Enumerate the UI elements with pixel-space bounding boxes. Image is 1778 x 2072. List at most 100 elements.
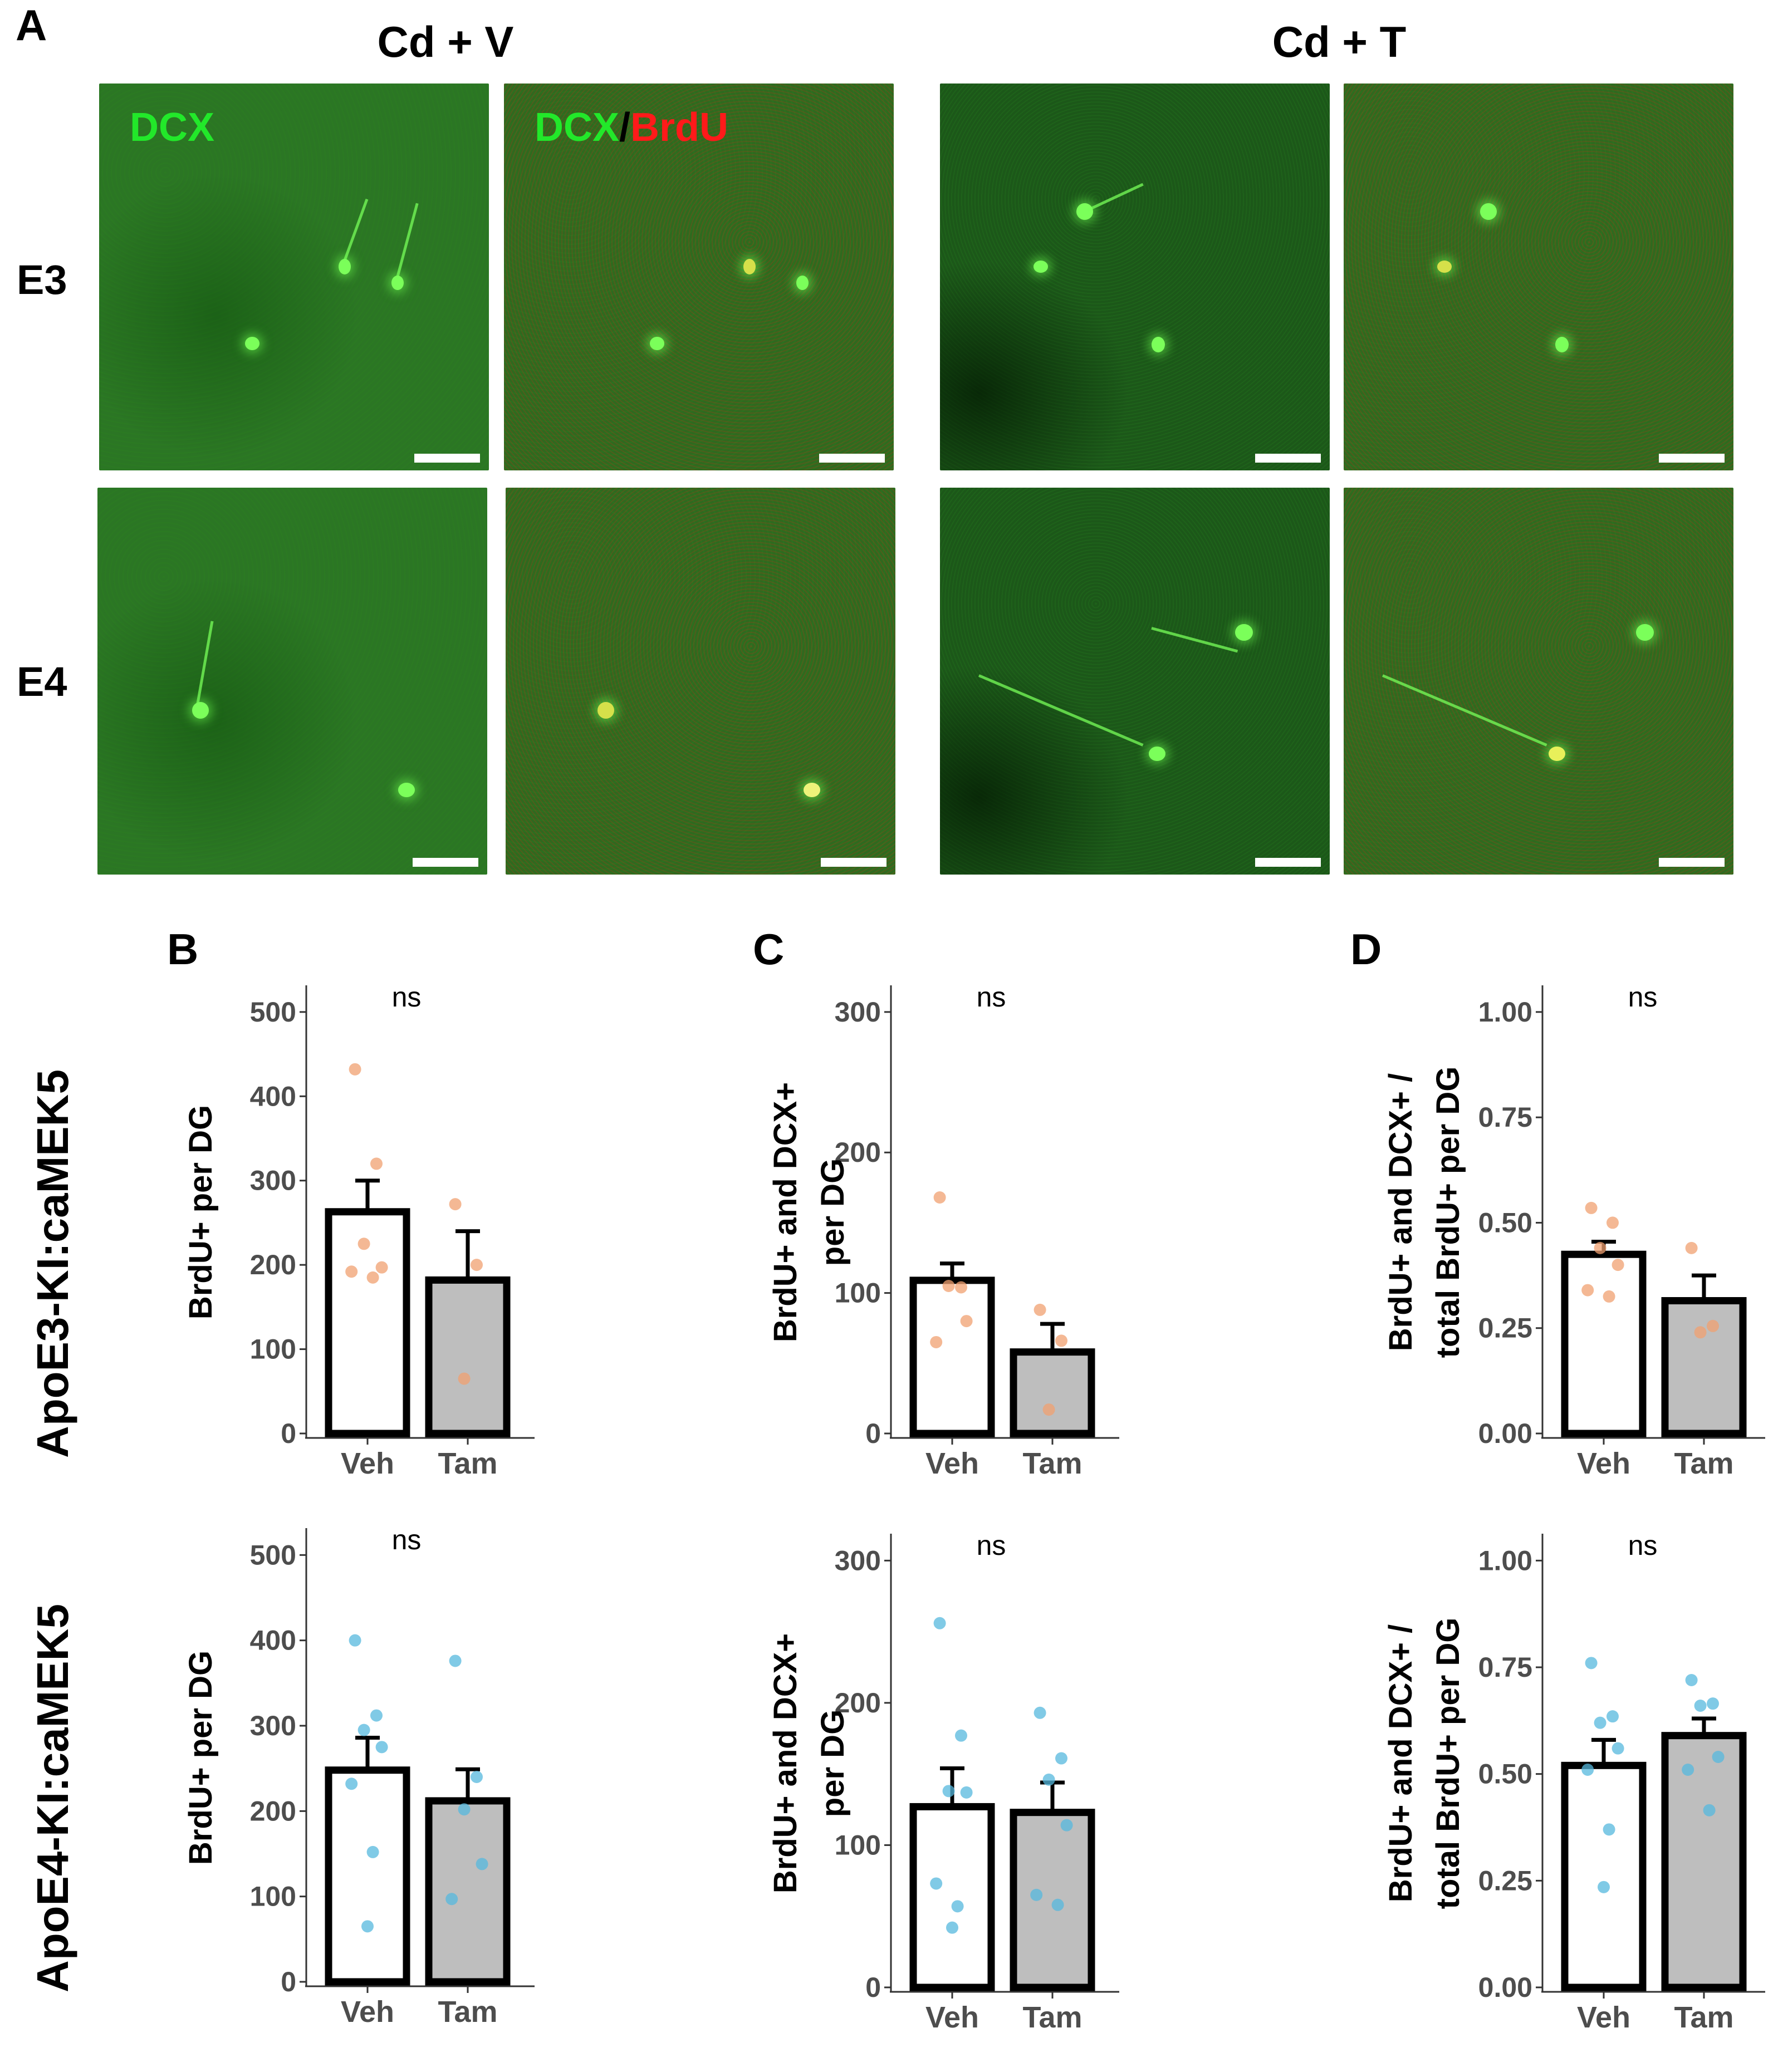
significance-label: ns bbox=[392, 981, 422, 1013]
row-label-e3: E3 bbox=[17, 257, 67, 303]
y-tick-label: 1.00 bbox=[1478, 1545, 1532, 1576]
stain-label-separator: / bbox=[619, 105, 631, 150]
neuron bbox=[597, 702, 614, 719]
significance-label: ns bbox=[1628, 1530, 1658, 1561]
x-tick-label: Tam bbox=[438, 1995, 497, 2029]
y-axis-label: BrdU+ and DCX+ / bbox=[1383, 1624, 1419, 1903]
panel-a-label: A bbox=[16, 1, 47, 50]
micrograph-e3-cdv-dcx: DCX bbox=[99, 84, 489, 470]
data-point bbox=[375, 1261, 388, 1274]
data-point bbox=[366, 1845, 379, 1858]
data-point bbox=[946, 1921, 958, 1934]
data-point bbox=[1612, 1742, 1624, 1755]
data-point bbox=[951, 1900, 964, 1913]
data-point bbox=[1598, 1880, 1610, 1893]
data-point bbox=[1603, 1823, 1615, 1836]
dendrite bbox=[978, 674, 1144, 747]
data-point bbox=[1042, 1773, 1055, 1786]
data-point bbox=[1030, 1888, 1043, 1901]
data-point bbox=[1703, 1804, 1716, 1816]
neuron bbox=[1555, 337, 1569, 352]
genotype-label-e4: ApoE4-KI:caMEK5 bbox=[28, 1604, 77, 1992]
neuron bbox=[1480, 203, 1497, 220]
row-label-e4: E4 bbox=[17, 659, 67, 705]
y-axis-label: per DG bbox=[815, 1158, 851, 1266]
y-tick-label: 500 bbox=[250, 1539, 296, 1570]
y-tick-label: 200 bbox=[250, 1795, 296, 1826]
y-tick-label: 400 bbox=[250, 1625, 296, 1656]
data-point bbox=[942, 1280, 955, 1292]
data-point bbox=[1042, 1403, 1055, 1416]
x-tick-label: Veh bbox=[925, 2001, 979, 2034]
x-tick-label: Tam bbox=[1674, 2001, 1733, 2034]
data-point bbox=[345, 1778, 358, 1790]
panel-b-label: B bbox=[167, 925, 199, 974]
neuron bbox=[1549, 747, 1565, 761]
data-point bbox=[1034, 1706, 1046, 1719]
data-point bbox=[1606, 1710, 1619, 1723]
neuron bbox=[398, 783, 415, 797]
dendrite bbox=[395, 203, 419, 279]
data-point bbox=[955, 1729, 967, 1742]
dendrite bbox=[342, 198, 369, 263]
data-point bbox=[960, 1315, 973, 1328]
data-point bbox=[933, 1191, 946, 1204]
data-point bbox=[449, 1198, 462, 1211]
micrograph-e3-cdt-merge bbox=[1344, 84, 1733, 470]
y-tick-label: 0.25 bbox=[1478, 1865, 1532, 1896]
neuron bbox=[1076, 203, 1093, 220]
y-tick-label: 500 bbox=[250, 996, 296, 1028]
data-point bbox=[1034, 1303, 1046, 1316]
data-point bbox=[357, 1724, 370, 1736]
y-tick-label: 0.25 bbox=[1478, 1313, 1532, 1344]
significance-label: ns bbox=[977, 981, 1006, 1013]
data-point bbox=[1694, 1700, 1707, 1712]
x-tick-label: Veh bbox=[341, 1447, 394, 1480]
scale-bar bbox=[819, 454, 885, 463]
data-point bbox=[930, 1335, 943, 1348]
x-tick-label: Veh bbox=[1577, 1447, 1630, 1480]
y-tick-label: 200 bbox=[835, 1687, 881, 1719]
bar-tam bbox=[1010, 1809, 1095, 1991]
data-point bbox=[458, 1803, 471, 1816]
micrograph-e4-cdt-dcx bbox=[940, 488, 1330, 875]
bar-veh bbox=[909, 1276, 995, 1437]
dendrite bbox=[1086, 183, 1144, 212]
y-tick-label: 100 bbox=[835, 1278, 881, 1309]
x-tick-label: Veh bbox=[1577, 2001, 1630, 2034]
y-tick-label: 0.00 bbox=[1478, 1418, 1532, 1449]
chart-b-bottom: 0 100 200 300 400 500 BrdU+ per DG Veh Tam ns bbox=[183, 1524, 535, 2029]
data-point bbox=[1682, 1764, 1694, 1776]
neuron bbox=[1149, 747, 1165, 761]
data-point bbox=[449, 1654, 462, 1667]
y-tick-label: 0.75 bbox=[1478, 1652, 1532, 1683]
micrograph-e4-cdv-merge bbox=[506, 488, 895, 875]
chart-b-top: 0 100 200 300 400 500 BrdU+ per DG Veh Tam ns bbox=[183, 981, 535, 1480]
data-point bbox=[930, 1877, 943, 1890]
condition-left-title: Cd + V bbox=[377, 17, 514, 66]
y-axis-label: per DG bbox=[815, 1710, 851, 1817]
y-tick-label: 300 bbox=[250, 1710, 296, 1741]
data-point bbox=[370, 1157, 383, 1170]
bar-tam bbox=[425, 1797, 511, 1986]
bar-tam bbox=[1661, 1297, 1747, 1437]
y-tick-label: 200 bbox=[250, 1249, 296, 1280]
micrograph-e3-cdt-dcx bbox=[940, 84, 1330, 470]
data-point bbox=[1606, 1216, 1619, 1229]
data-point bbox=[955, 1281, 967, 1294]
y-tick-label: 400 bbox=[250, 1081, 296, 1112]
data-point bbox=[471, 1771, 483, 1783]
chart-d-top: 0.00 0.25 0.50 0.75 1.00 BrdU+ and DCX+ / tota… bbox=[1383, 981, 1765, 1480]
data-point bbox=[1581, 1764, 1594, 1776]
dendrite bbox=[1151, 627, 1238, 653]
neuron bbox=[391, 276, 404, 290]
y-axis-label: total BrdU+ per DG bbox=[1430, 1618, 1466, 1909]
bar-tam bbox=[1661, 1732, 1747, 1991]
neuron bbox=[650, 337, 664, 350]
data-point bbox=[357, 1238, 370, 1250]
x-tick-label: Tam bbox=[1022, 2001, 1082, 2034]
panel-d-label: D bbox=[1350, 925, 1382, 974]
y-axis-label: BrdU+ and DCX+ bbox=[767, 1082, 804, 1342]
x-tick-label: Veh bbox=[925, 1447, 979, 1480]
neuron bbox=[1235, 624, 1253, 641]
